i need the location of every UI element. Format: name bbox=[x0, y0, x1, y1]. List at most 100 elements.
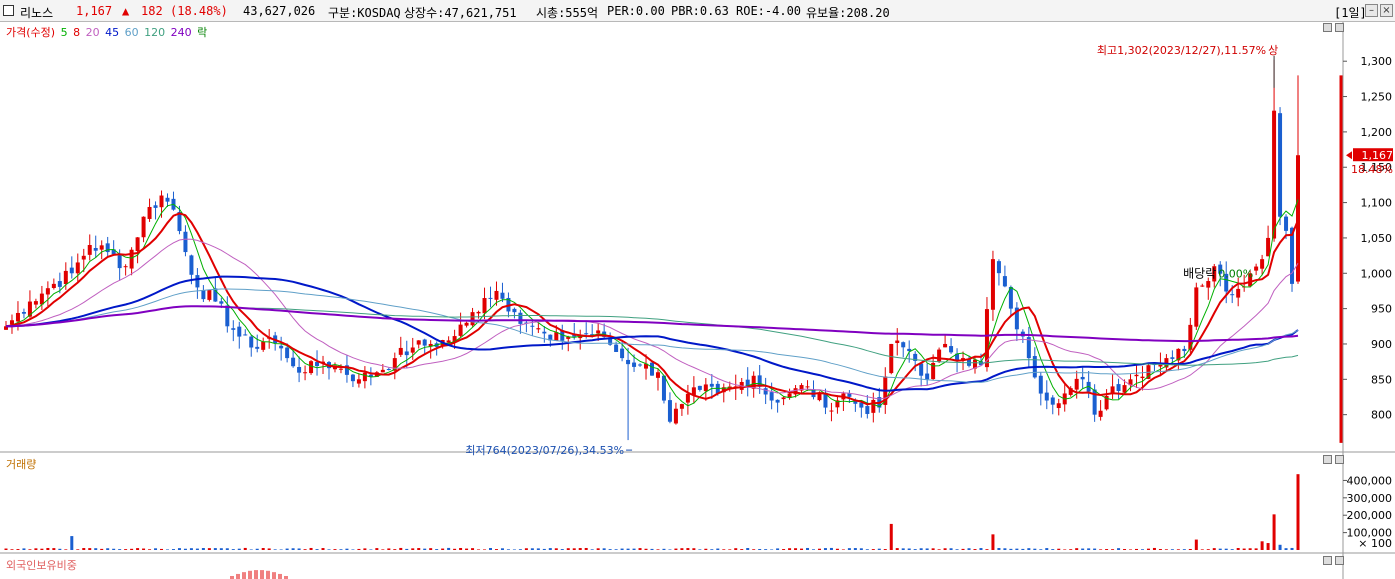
panel-close-icon[interactable] bbox=[1335, 23, 1344, 32]
candle bbox=[913, 353, 918, 361]
volume-bar bbox=[1123, 549, 1127, 550]
volume-bar bbox=[1242, 548, 1246, 550]
candle bbox=[709, 383, 714, 387]
volume-bar bbox=[429, 548, 433, 550]
volume-bar bbox=[124, 549, 128, 550]
volume-bar bbox=[1015, 548, 1019, 550]
pbr-value: PBR:0.63 bbox=[671, 4, 729, 18]
candle bbox=[644, 363, 649, 369]
candle bbox=[1182, 348, 1187, 352]
candle bbox=[1038, 375, 1043, 394]
volume-bar bbox=[1218, 548, 1222, 550]
volume-bar bbox=[859, 548, 863, 550]
volume-bar bbox=[459, 547, 463, 550]
volume-bar bbox=[812, 549, 815, 550]
panel-settings-icon[interactable] bbox=[1323, 23, 1332, 32]
volume-bar bbox=[303, 549, 307, 550]
y-tick-label: 1,150 bbox=[1361, 161, 1393, 174]
volume-bar bbox=[847, 548, 851, 550]
volume-settings-icon[interactable] bbox=[1323, 455, 1332, 464]
checkbox[interactable] bbox=[3, 5, 14, 16]
volume-bar bbox=[1063, 549, 1067, 550]
last-price-label: 1,167 bbox=[1362, 149, 1394, 162]
volume-bar bbox=[542, 548, 546, 550]
volume-bar bbox=[333, 549, 337, 550]
candle bbox=[476, 311, 481, 314]
candle bbox=[566, 336, 571, 339]
candle bbox=[291, 357, 296, 367]
volume-close-icon[interactable] bbox=[1335, 455, 1344, 464]
market-type: 구분:KOSDAQ bbox=[328, 6, 401, 20]
volume-bar bbox=[64, 549, 68, 550]
volume-bar bbox=[1272, 514, 1276, 550]
candle bbox=[237, 326, 242, 337]
volume-bar bbox=[536, 548, 540, 550]
volume-bar bbox=[1146, 548, 1150, 550]
candle bbox=[829, 410, 834, 412]
candle bbox=[45, 288, 50, 295]
volume-bar bbox=[375, 548, 379, 550]
y-tick-label: 1,250 bbox=[1361, 91, 1393, 104]
volume-bar bbox=[10, 549, 14, 550]
foreign-close-icon[interactable] bbox=[1335, 556, 1344, 565]
volume-bar bbox=[1003, 548, 1007, 550]
volume-bar bbox=[1176, 549, 1180, 550]
candle bbox=[1014, 307, 1019, 330]
volume-bar bbox=[776, 548, 780, 550]
candle bbox=[1254, 266, 1259, 271]
volume-bar bbox=[363, 548, 367, 550]
candle bbox=[871, 399, 876, 413]
candle bbox=[901, 342, 906, 348]
volume-bar bbox=[841, 549, 845, 550]
candle bbox=[1122, 385, 1127, 393]
candle bbox=[703, 384, 708, 392]
low-annotation: 최저764(2023/07/26),34.53% bbox=[465, 444, 624, 457]
foreign-settings-icon[interactable] bbox=[1323, 556, 1332, 565]
volume-tick-label: 400,000 bbox=[1347, 474, 1393, 487]
volume-bar bbox=[1260, 541, 1264, 550]
close-icon[interactable]: × bbox=[1380, 4, 1393, 17]
candle bbox=[1110, 386, 1115, 394]
volume-tick-label: 200,000 bbox=[1347, 509, 1393, 522]
volume-bar bbox=[40, 548, 44, 550]
candle bbox=[141, 216, 146, 238]
volume-bar bbox=[644, 548, 648, 550]
candle bbox=[297, 367, 302, 373]
candle bbox=[1008, 286, 1013, 309]
volume-bar bbox=[800, 548, 804, 550]
candle bbox=[386, 369, 391, 371]
volume-bar bbox=[267, 548, 271, 550]
volume-bar bbox=[782, 549, 786, 550]
high-tag: 상 bbox=[1268, 44, 1278, 57]
candle bbox=[787, 393, 792, 398]
current-price: 1,167 bbox=[76, 4, 113, 18]
candle bbox=[626, 359, 631, 365]
candle bbox=[165, 197, 170, 202]
candle bbox=[93, 248, 98, 251]
foreign-bar bbox=[272, 572, 276, 579]
minimize-icon[interactable]: – bbox=[1365, 4, 1378, 17]
volume-bar bbox=[106, 548, 110, 550]
candle bbox=[1248, 273, 1253, 287]
volume-bar bbox=[566, 548, 570, 550]
candle bbox=[344, 365, 349, 375]
volume-bar bbox=[734, 548, 738, 550]
volume-bar bbox=[46, 547, 50, 550]
volume-bar bbox=[596, 548, 600, 550]
candle bbox=[853, 399, 858, 404]
volume-bar bbox=[393, 549, 397, 550]
candle bbox=[33, 301, 38, 305]
volume-bar bbox=[524, 548, 528, 550]
volume-bar bbox=[614, 549, 618, 550]
dividend-value: 0.00% bbox=[1218, 267, 1253, 280]
volume-bar bbox=[285, 548, 289, 550]
volume-bar bbox=[877, 548, 881, 550]
volume-tick-label: 300,000 bbox=[1347, 492, 1393, 505]
candle bbox=[75, 262, 80, 274]
period-selector[interactable]: [1일] bbox=[1334, 6, 1367, 20]
candle bbox=[931, 362, 936, 380]
volume-bar bbox=[435, 549, 439, 550]
candle bbox=[895, 340, 900, 343]
volume-bar bbox=[961, 548, 965, 550]
